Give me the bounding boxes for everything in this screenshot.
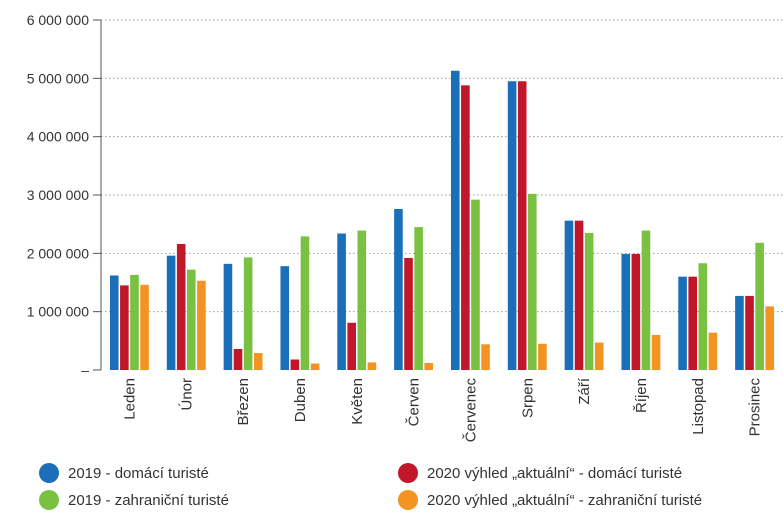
legend-label: 2019 - domácí turisté: [68, 465, 209, 482]
bar: [631, 253, 641, 370]
bar: [166, 255, 176, 370]
bar: [471, 199, 480, 370]
y-tick-label: 5 000 000: [27, 70, 89, 86]
bar: [197, 280, 206, 370]
bar: [424, 363, 434, 370]
legend: 2019 - domácí turisté 2020 výhled „aktuál…: [39, 463, 702, 510]
x-tick-label: Říjen: [633, 378, 650, 413]
bar: [641, 230, 651, 370]
bar: [176, 244, 186, 370]
bar: [755, 242, 764, 370]
bar: [280, 266, 290, 370]
legend-label: 2019 - zahraniční turisté: [68, 492, 229, 509]
x-tick-label: Prosinec: [747, 378, 764, 437]
y-axis: – 1 000 000 2 000 000 3 000 000 4 000 000 5 0…: [27, 12, 102, 378]
legend-marker: [39, 463, 59, 483]
bar: [347, 322, 356, 370]
legend-marker: [39, 490, 59, 510]
bar: [481, 344, 490, 370]
bar: [538, 343, 547, 370]
y-tick-label: 4 000 000: [27, 129, 89, 145]
legend-label: 2020 výhled „aktuální“ - zahraniční turi…: [427, 492, 702, 509]
bar: [253, 353, 263, 370]
bar: [394, 209, 403, 370]
bar: [745, 295, 754, 370]
bar: [140, 284, 149, 370]
bar: [651, 335, 661, 370]
bar: [574, 220, 584, 370]
bar: [528, 193, 537, 370]
x-tick-label: Červenec: [462, 378, 479, 443]
bar: [367, 362, 377, 370]
bar: [223, 263, 233, 370]
legend-label: 2020 výhled „aktuální“ - domácí turisté: [427, 465, 682, 482]
legend-marker: [398, 463, 418, 483]
legend-marker: [398, 490, 418, 510]
x-tick-label: Duben: [292, 378, 309, 422]
x-tick-label: Únor: [178, 378, 195, 411]
bar: [735, 295, 744, 370]
bar: [290, 359, 300, 370]
bar: [337, 233, 346, 370]
bar: [564, 220, 574, 370]
y-tick-label: 2 000 000: [27, 245, 89, 261]
y-tick-label: –: [81, 362, 89, 378]
bar: [187, 269, 196, 370]
bar: [130, 274, 139, 370]
bar: [621, 253, 631, 370]
bar: [310, 363, 320, 370]
x-tick-label: Červen: [406, 378, 423, 426]
bar: [233, 349, 243, 370]
bar: [594, 342, 604, 370]
x-tick-label: Březen: [235, 378, 252, 426]
bar: [517, 81, 527, 370]
bar: [404, 258, 413, 370]
bar: [678, 276, 687, 370]
bars: [109, 70, 775, 370]
y-tick-label: 1 000 000: [27, 304, 89, 320]
x-axis: Leden Únor Březen Duben Květen Červen Červenec…: [121, 377, 763, 442]
x-tick-label: Leden: [121, 378, 138, 420]
bar: [243, 257, 253, 370]
x-tick-label: Listopad: [690, 378, 707, 435]
bar: [584, 232, 594, 370]
bar: [414, 227, 423, 370]
bar: [109, 275, 119, 370]
bar: [300, 236, 310, 370]
bar: [698, 263, 708, 370]
bar: [450, 70, 460, 370]
gridlines: [101, 19, 783, 313]
x-tick-label: Květen: [349, 378, 366, 425]
y-tick-label: 3 000 000: [27, 187, 89, 203]
bar: [688, 276, 697, 370]
x-tick-label: Srpen: [519, 378, 536, 418]
bar: [765, 306, 775, 370]
y-tick-label: 6 000 000: [27, 12, 89, 28]
bar: [120, 285, 129, 370]
bar: [708, 332, 718, 370]
bar: [357, 230, 367, 370]
bar: [507, 81, 517, 370]
bar: [461, 85, 470, 370]
x-tick-label: Září: [576, 377, 593, 405]
